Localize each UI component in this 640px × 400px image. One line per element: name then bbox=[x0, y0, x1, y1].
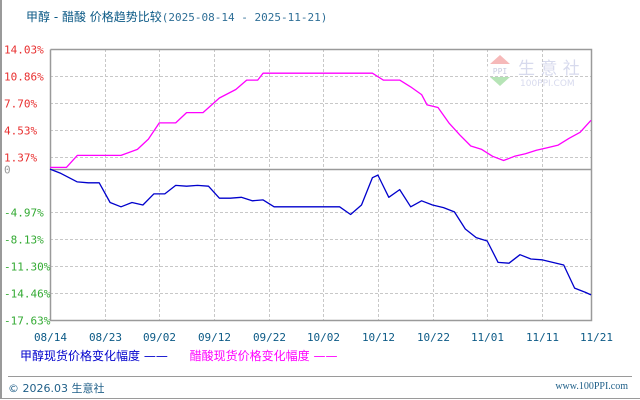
x-tick-label: 09/12 bbox=[198, 331, 231, 344]
x-tick-label: 11/01 bbox=[471, 331, 504, 344]
x-tick-label: 11/21 bbox=[580, 331, 613, 344]
x-axis-ticks: 08/14 08/23 09/02 09/12 09/22 10/02 10/12 10/22… bbox=[34, 331, 613, 344]
acetic-acid-line bbox=[50, 72, 592, 169]
y-tick-label: -17.63% bbox=[4, 315, 51, 328]
watermark-logo: PPI 生 意 社 100PPI.COM bbox=[487, 55, 580, 89]
legend-label-acetic-acid: 醋酸现货价格变化幅度 bbox=[189, 349, 310, 363]
y-tick-label: 10.86% bbox=[4, 71, 44, 84]
methanol-line bbox=[49, 168, 592, 296]
copyright: © 2026.03 生意社 bbox=[8, 382, 105, 395]
legend: 甲醇现货价格变化幅度 —— 醋酸现货价格变化幅度 —— bbox=[20, 347, 356, 364]
title-text: 甲醇 - 醋酸 价格趋势比较 bbox=[26, 10, 162, 24]
y-tick-label: -11.30% bbox=[4, 261, 51, 274]
down-arrow-icon bbox=[490, 77, 510, 86]
legend-item-methanol: 甲醇现货价格变化幅度 —— bbox=[20, 349, 172, 363]
x-tick-label: 11/11 bbox=[526, 331, 559, 344]
legend-line-acetic-acid: —— bbox=[313, 349, 338, 363]
y-tick-label: 1.37% bbox=[4, 152, 37, 165]
x-tick-label: 09/02 bbox=[143, 331, 176, 344]
x-tick-label: 09/22 bbox=[253, 331, 286, 344]
legend-item-acetic-acid: 醋酸现货价格变化幅度 —— bbox=[190, 349, 338, 363]
series-lines bbox=[49, 72, 592, 296]
y-axis-ticks: 14.03% 10.86% 7.70% 4.53% 1.37%0 -4.97% -8.13%… bbox=[4, 44, 51, 328]
watermark-brand: 生 意 社 bbox=[518, 59, 580, 79]
x-tick-label: 08/23 bbox=[89, 331, 122, 344]
y-tick-label: -14.46% bbox=[4, 288, 51, 301]
watermark-badge: PPI bbox=[493, 67, 508, 76]
y-tick-label: 0 bbox=[4, 164, 11, 177]
x-tick-label: 10/02 bbox=[307, 331, 340, 344]
y-tick-label: -8.13% bbox=[4, 234, 44, 247]
y-tick-label: 14.03% bbox=[4, 44, 44, 57]
y-tick-label: 4.53% bbox=[4, 125, 37, 138]
footer-divider bbox=[8, 376, 632, 377]
x-tick-label: 10/12 bbox=[362, 331, 395, 344]
y-tick-label: 7.70% bbox=[4, 98, 37, 111]
site-link[interactable]: www.100PPI.com bbox=[555, 381, 628, 392]
y-tick-label: -4.97% bbox=[4, 207, 44, 220]
chart-title: 甲醇 - 醋酸 价格趋势比较(2025-08-14 - 2025-11-21) bbox=[26, 8, 327, 25]
date-range: (2025-08-14 - 2025-11-21) bbox=[161, 11, 328, 24]
legend-line-methanol: —— bbox=[143, 349, 168, 363]
watermark-site: 100PPI.COM bbox=[520, 79, 575, 89]
axes bbox=[49, 48, 593, 322]
badge-bg bbox=[487, 66, 513, 76]
x-tick-label: 10/22 bbox=[417, 331, 450, 344]
x-tick-label: 08/14 bbox=[34, 331, 67, 344]
legend-label-methanol: 甲醇现货价格变化幅度 bbox=[20, 349, 141, 363]
plot-border bbox=[49, 48, 593, 322]
grid-lines bbox=[50, 49, 591, 320]
up-arrow-icon bbox=[490, 55, 510, 64]
